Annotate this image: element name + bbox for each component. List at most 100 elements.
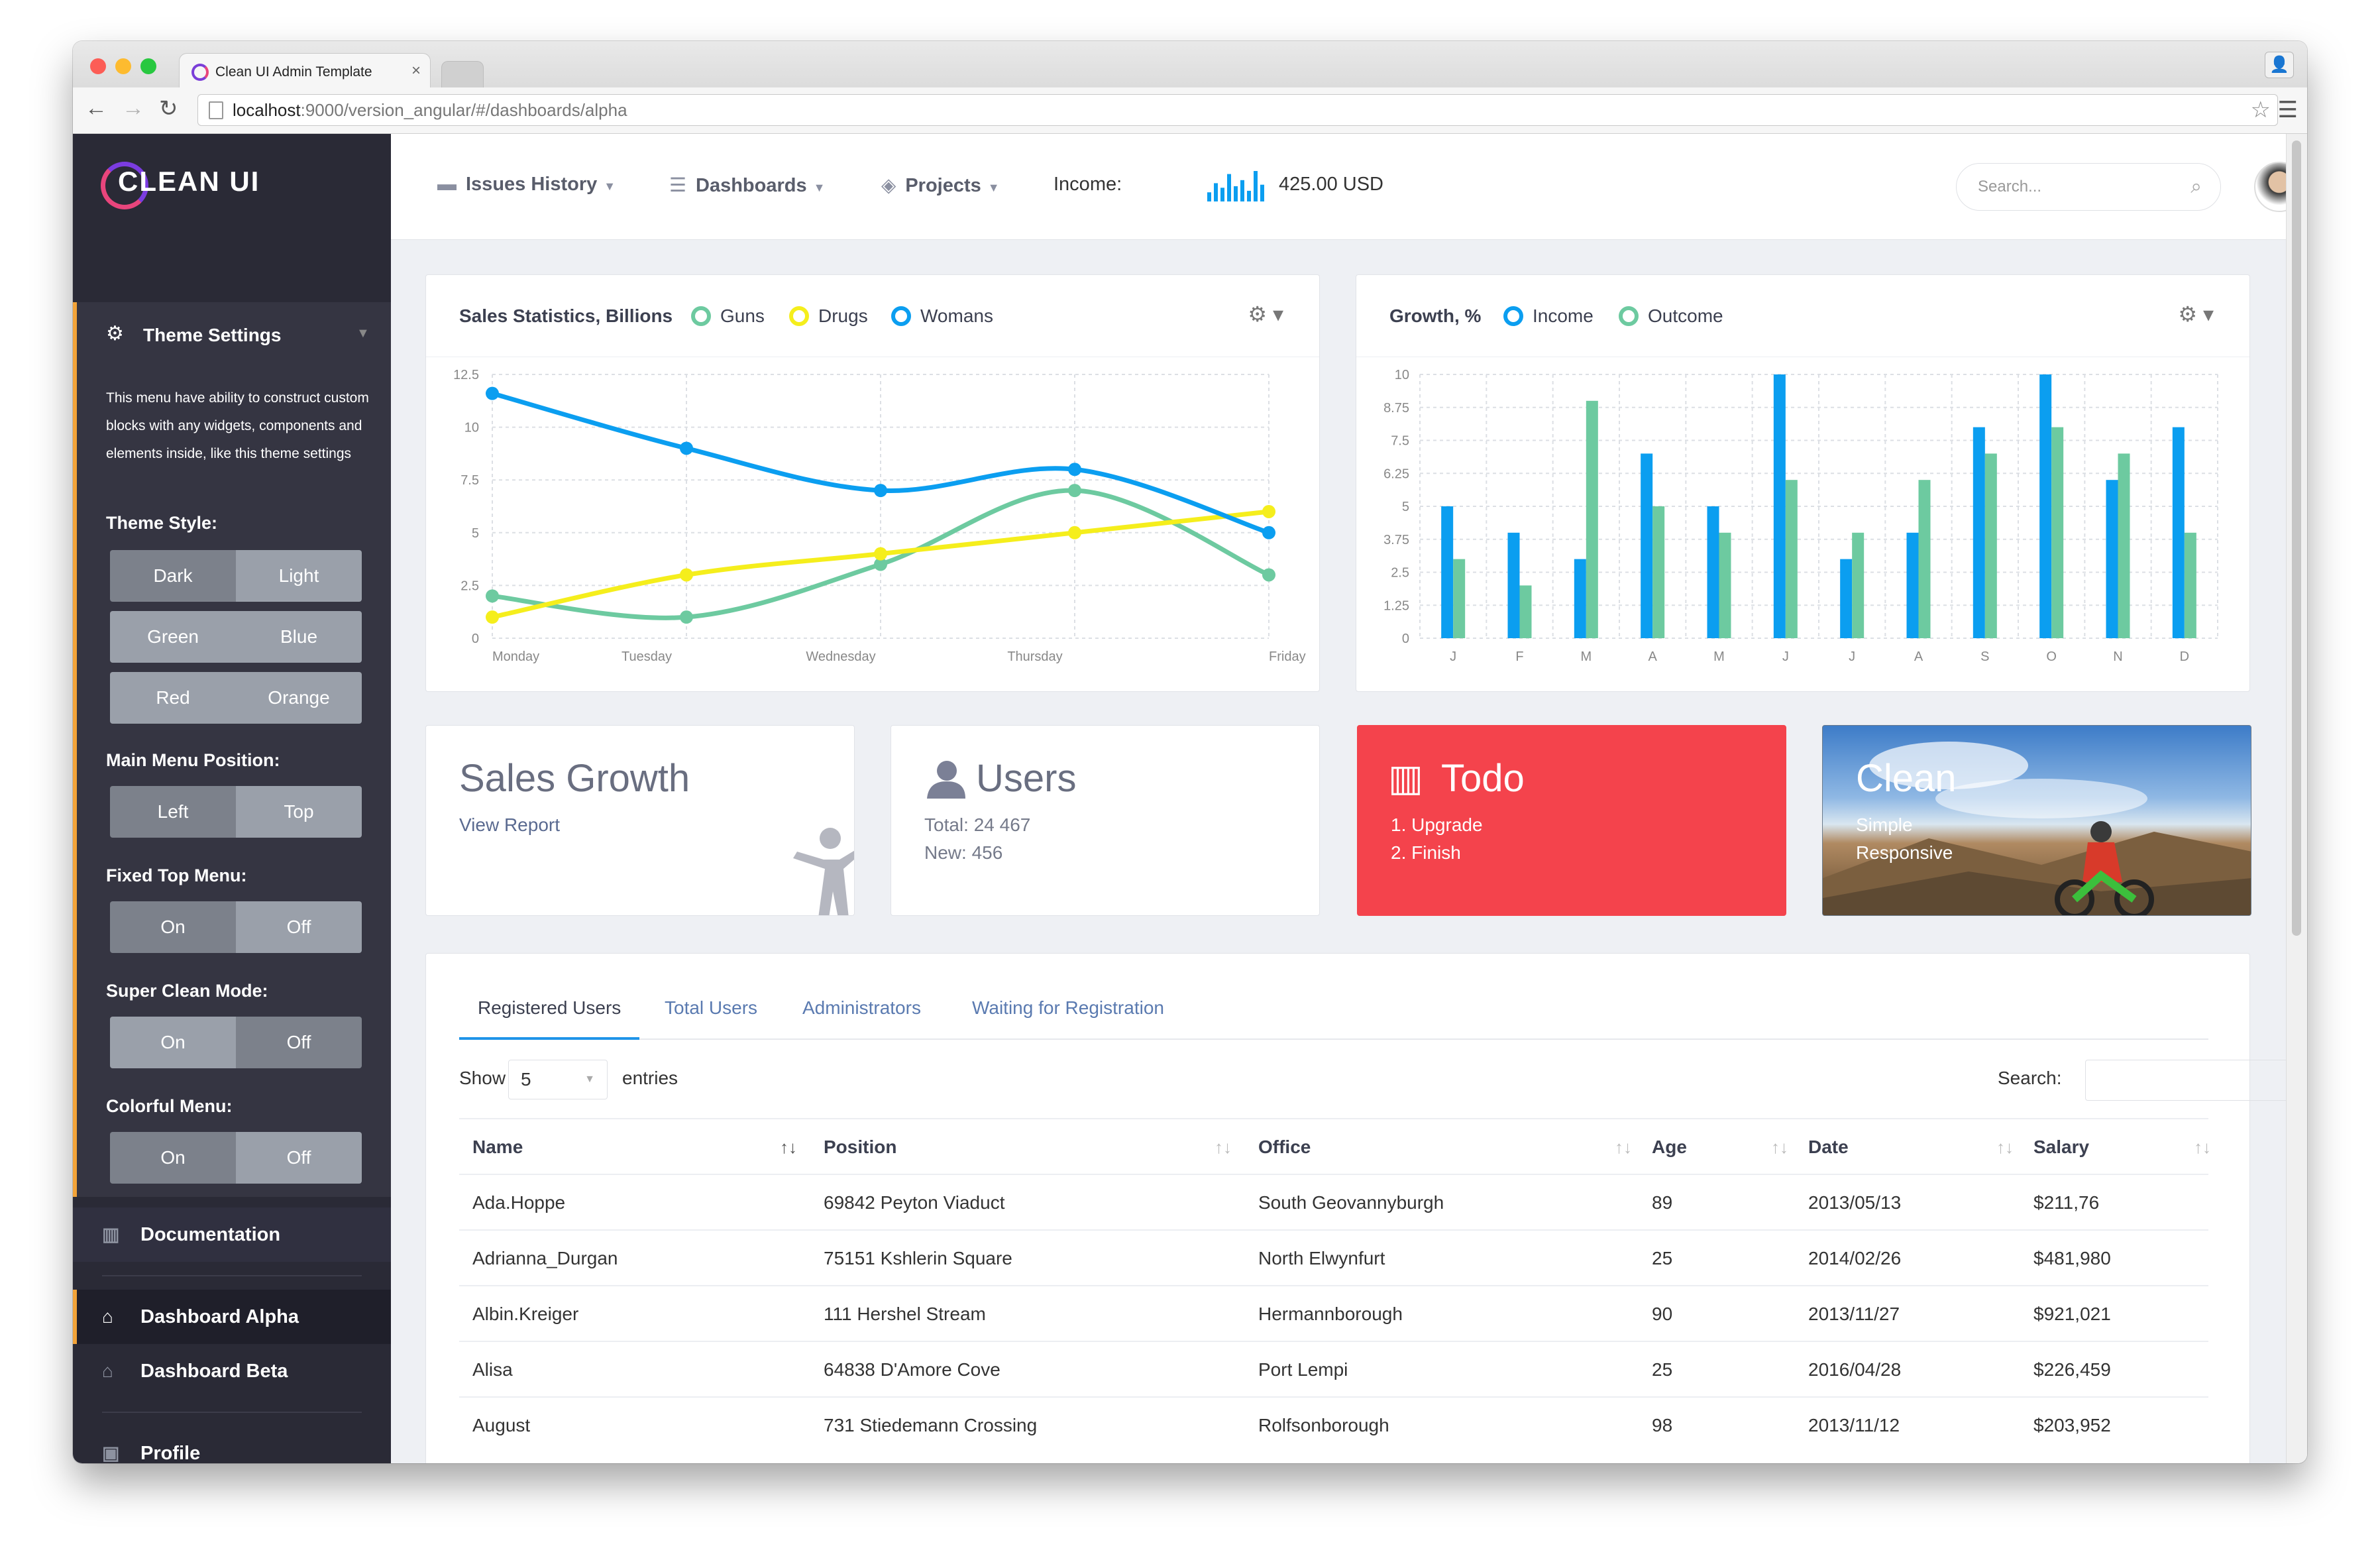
theme-blue-button[interactable]: Blue bbox=[236, 611, 362, 663]
column-header-age[interactable]: Age bbox=[1652, 1137, 1687, 1157]
table-row[interactable]: Ada.Hoppe 69842 Peyton Viaduct South Geo… bbox=[459, 1174, 2208, 1229]
x-tick-label: Tuesday bbox=[622, 649, 672, 664]
super-clean-off-button[interactable]: Off bbox=[236, 1017, 362, 1068]
x-tick-label: D bbox=[2180, 649, 2189, 664]
fixed-top-on-button[interactable]: On bbox=[110, 901, 236, 953]
chevron-down-icon[interactable]: ▼ bbox=[356, 326, 370, 341]
url-input[interactable]: localhost:9000/version_angular/#/dashboa… bbox=[197, 94, 2278, 126]
logo-text[interactable]: CLEAN UI bbox=[118, 166, 260, 197]
new-tab-button[interactable] bbox=[441, 61, 484, 87]
users-card[interactable]: Users Total: 24 467 New: 456 bbox=[891, 725, 1320, 916]
bar bbox=[1984, 453, 1997, 638]
search-placeholder: Search... bbox=[1978, 178, 2042, 196]
colorful-on-button[interactable]: On bbox=[110, 1132, 236, 1184]
sidebar-item-dashboard-alpha[interactable]: ⌂ Dashboard Alpha bbox=[73, 1290, 391, 1344]
column-header-name[interactable]: Name bbox=[472, 1137, 523, 1157]
legend-drugs[interactable]: Drugs bbox=[789, 306, 868, 327]
sort-icon[interactable]: ↑↓ bbox=[2194, 1137, 2211, 1157]
sort-icon[interactable]: ↑↓ bbox=[1996, 1137, 2014, 1157]
sidebar-item-documentation[interactable]: ▥ Documentation bbox=[73, 1207, 391, 1262]
cell-age: 25 bbox=[1652, 1248, 1673, 1268]
browser-tab[interactable]: Clean UI Admin Template × bbox=[179, 53, 431, 89]
forward-icon[interactable]: → bbox=[122, 95, 144, 121]
minimize-window-button[interactable] bbox=[115, 58, 131, 74]
column-header-office[interactable]: Office bbox=[1258, 1137, 1311, 1157]
zoom-window-button[interactable] bbox=[140, 58, 156, 74]
gear-icon[interactable]: ⚙ ▾ bbox=[2178, 302, 2214, 326]
y-tick-label: 2.5 bbox=[1391, 566, 1409, 581]
logo-ring-icon bbox=[101, 162, 148, 209]
x-tick-label: Friday bbox=[1269, 649, 1306, 664]
column-header-salary[interactable]: Salary bbox=[2033, 1137, 2090, 1157]
scrollbar-thumb[interactable] bbox=[2292, 140, 2301, 936]
table-row[interactable]: August 731 Stiedemann Crossing Rolfsonbo… bbox=[459, 1396, 2208, 1452]
gear-icon[interactable]: ⚙ ▾ bbox=[1248, 302, 1283, 326]
back-icon[interactable]: ← bbox=[85, 95, 107, 121]
chevron-down-icon: ▼ bbox=[584, 1074, 595, 1085]
users-icon bbox=[927, 761, 965, 799]
theme-orange-button[interactable]: Orange bbox=[236, 672, 362, 724]
theme-dark-button[interactable]: Dark bbox=[110, 550, 236, 602]
bar bbox=[1707, 506, 1719, 638]
tab-registered-users[interactable]: Registered Users bbox=[459, 997, 640, 1040]
column-header-position[interactable]: Position bbox=[824, 1137, 897, 1157]
entries-select[interactable]: 5 ▼ bbox=[508, 1060, 608, 1099]
todo-card[interactable]: ▥ Todo 1. Upgrade 2. Finish bbox=[1357, 725, 1786, 916]
y-tick-label: 6.25 bbox=[1383, 467, 1409, 481]
sort-icon[interactable]: ↑↓ bbox=[1215, 1137, 1232, 1157]
nav-issues-history[interactable]: ▬ Issues History ▼ bbox=[437, 174, 616, 196]
legend-womans[interactable]: Womans bbox=[891, 306, 993, 327]
fixed-top-off-button[interactable]: Off bbox=[236, 901, 362, 953]
theme-settings-title[interactable]: Theme Settings bbox=[143, 325, 282, 345]
table-row[interactable]: Adrianna_Durgan 75151 Kshlerin Square No… bbox=[459, 1229, 2208, 1285]
sales-statistics-card: Sales Statistics, Billions Guns Drugs Wo… bbox=[425, 274, 1320, 692]
theme-style-red-orange: Red Orange bbox=[110, 672, 362, 724]
table-row[interactable]: Alisa 64838 D'Amore Cove Port Lempi 25 2… bbox=[459, 1341, 2208, 1396]
browser-profile-icon[interactable]: 👤 bbox=[2265, 52, 2294, 78]
table-row[interactable]: Albin.Kreiger 111 Hershel Stream Hermann… bbox=[459, 1285, 2208, 1341]
close-window-button[interactable] bbox=[90, 58, 106, 74]
browser-menu-icon[interactable]: ☰ bbox=[2277, 97, 2298, 123]
table-search-input[interactable] bbox=[2085, 1060, 2306, 1101]
column-header-date[interactable]: Date bbox=[1808, 1137, 1849, 1157]
view-report-link[interactable]: View Report bbox=[459, 814, 561, 835]
theme-red-button[interactable]: Red bbox=[110, 672, 236, 724]
super-clean-on-button[interactable]: On bbox=[110, 1017, 236, 1068]
legend-income[interactable]: Income bbox=[1503, 306, 1594, 327]
y-tick-label: 10 bbox=[464, 421, 479, 435]
sales-growth-card[interactable]: Sales Growth View Report bbox=[425, 725, 855, 916]
sort-icon[interactable]: ↑↓ bbox=[1771, 1137, 1788, 1157]
tab-administrators[interactable]: Administrators bbox=[802, 997, 921, 1018]
clean-image-card[interactable]: Clean Simple Responsive bbox=[1822, 725, 2251, 916]
legend-dot-icon bbox=[789, 306, 809, 326]
bar bbox=[1852, 532, 1865, 638]
nav-dashboards[interactable]: ☰ Dashboards ▼ bbox=[669, 174, 825, 197]
growth-bar-chart: 0 1.25 2.5 3.75 5 6.25 7.5 8.75 10 J F M A M J J A S O N D bbox=[1383, 368, 2218, 664]
y-tick-label: 7.5 bbox=[1391, 434, 1409, 449]
reload-icon[interactable]: ↻ bbox=[159, 96, 178, 121]
sort-icon[interactable]: ↑↓ bbox=[780, 1137, 797, 1157]
data-point bbox=[1262, 504, 1275, 518]
search-icon[interactable]: ⌕ bbox=[2191, 176, 2202, 197]
tab-waiting-for-registration[interactable]: Waiting for Registration bbox=[972, 997, 1164, 1018]
bookmark-star-icon[interactable]: ☆ bbox=[2250, 97, 2271, 123]
nav-projects[interactable]: ◈ Projects ▼ bbox=[881, 174, 1000, 197]
y-tick-label: 8.75 bbox=[1383, 401, 1409, 416]
colorful-menu-toggle: On Off bbox=[110, 1132, 362, 1184]
sidebar-item-dashboard-beta[interactable]: ⌂ Dashboard Beta bbox=[73, 1344, 391, 1398]
sidebar-item-profile[interactable]: ▣ Profile bbox=[73, 1426, 391, 1463]
search-input[interactable]: Search... ⌕ bbox=[1956, 163, 2221, 211]
tab-close-icon[interactable]: × bbox=[411, 62, 421, 80]
menu-left-button[interactable]: Left bbox=[110, 786, 236, 838]
theme-light-button[interactable]: Light bbox=[236, 550, 362, 602]
legend-outcome[interactable]: Outcome bbox=[1619, 306, 1723, 327]
legend-guns[interactable]: Guns bbox=[691, 306, 765, 327]
sort-icon[interactable]: ↑↓ bbox=[1615, 1137, 1632, 1157]
tab-total-users[interactable]: Total Users bbox=[665, 997, 758, 1018]
page-scrollbar[interactable] bbox=[2286, 134, 2307, 1463]
clean-subtitle: Responsive bbox=[1856, 842, 1953, 863]
menu-top-button[interactable]: Top bbox=[236, 786, 362, 838]
theme-green-button[interactable]: Green bbox=[110, 611, 236, 663]
colorful-off-button[interactable]: Off bbox=[236, 1132, 362, 1184]
data-point bbox=[1262, 526, 1275, 539]
